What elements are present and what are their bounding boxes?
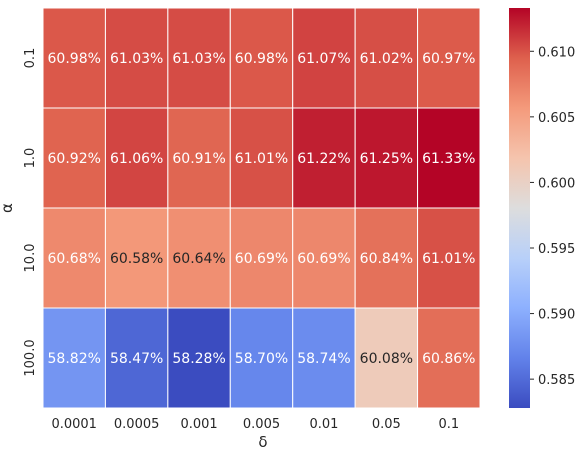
- heatmap-cell: [292, 7, 356, 109]
- heatmap-cell: [104, 7, 169, 109]
- cell-value-label: 60.58%: [110, 251, 163, 267]
- cell-value-label: 61.06%: [110, 151, 163, 167]
- cell-value-label: 60.98%: [235, 51, 288, 67]
- heatmap-cell: [229, 307, 294, 409]
- cell-value-label: 60.97%: [422, 51, 475, 67]
- colorbar-tick-label: 0.585: [538, 373, 575, 388]
- x-tick-labels: 0.0001 0.0005 0.001 0.005 0.01 0.05 0.1: [51, 417, 459, 432]
- cell-value-label: 58.82%: [48, 351, 101, 367]
- heatmap-cell: [417, 207, 481, 309]
- heatmap-cell: [42, 7, 106, 109]
- cell-value-label: 61.07%: [297, 51, 350, 67]
- cell-value-label: 60.68%: [48, 251, 101, 267]
- cell-value-label: 61.03%: [110, 51, 163, 67]
- colorbar-tick-label: 0.595: [538, 242, 575, 257]
- cell-value-label: 60.98%: [48, 51, 101, 67]
- heatmap-cell: [292, 107, 356, 209]
- cell-value-label: 60.91%: [172, 151, 225, 167]
- cell-value-label: 58.47%: [110, 351, 163, 367]
- heatmap-cell: [167, 207, 231, 309]
- heatmap-cell: [229, 7, 294, 109]
- cell-value-label: 61.25%: [360, 151, 413, 167]
- heatmap-cell: [417, 307, 481, 409]
- y-tick-label: 1.0: [23, 148, 38, 169]
- colorbar-tick-label: 0.590: [538, 308, 575, 323]
- cell-value-label: 61.33%: [422, 151, 475, 167]
- colorbar-tick-label: 0.610: [538, 45, 575, 60]
- cell-value-label: 60.84%: [360, 251, 413, 267]
- heatmap-cell: [229, 207, 294, 309]
- x-tick-label: 0.0005: [114, 417, 160, 432]
- heatmap-cell: [354, 307, 419, 409]
- cell-value-label: 58.70%: [235, 351, 288, 367]
- cell-value-label: 61.03%: [172, 51, 225, 67]
- x-tick-label: 0.001: [180, 417, 217, 432]
- cell-value-label: 60.86%: [422, 351, 475, 367]
- heatmap-cells: 60.98% 61.03% 61.03% 60.98% 61.07% 61.02% 60.9…: [42, 7, 481, 409]
- cell-value-label: 60.64%: [172, 251, 225, 267]
- heatmap-cell: [42, 107, 106, 209]
- colorbar-tick-label: 0.600: [538, 176, 575, 191]
- cell-value-label: 60.08%: [360, 351, 413, 367]
- cell-value-label: 60.69%: [235, 251, 288, 267]
- heatmap-cell: [104, 307, 169, 409]
- heatmap-cell: [417, 107, 481, 209]
- x-tick-label: 0.05: [372, 417, 401, 432]
- y-axis-label: α: [0, 203, 16, 213]
- y-tick-label: 0.1: [23, 48, 38, 69]
- heatmap-cell: [354, 107, 419, 209]
- x-tick-label: 0.005: [243, 417, 280, 432]
- cell-value-label: 61.22%: [297, 151, 350, 167]
- x-tick-label: 0.01: [309, 417, 338, 432]
- heatmap-cell: [167, 7, 231, 109]
- cell-value-label: 61.01%: [235, 151, 288, 167]
- colorbar: [509, 8, 530, 408]
- x-tick-label: 0.0001: [51, 417, 97, 432]
- x-axis-label: δ: [258, 433, 267, 451]
- cell-value-label: 58.74%: [297, 351, 350, 367]
- y-tick-label: 100.0: [23, 339, 38, 376]
- y-tick-labels: 0.1 1.0 10.0 100.0: [23, 48, 38, 377]
- y-tick-label: 10.0: [23, 244, 38, 273]
- heatmap-cell: [167, 107, 231, 209]
- heatmap-cell: [292, 207, 356, 309]
- colorbar-ticks: 0.585 0.590 0.595 0.600 0.605 0.610: [530, 45, 575, 388]
- heatmap-cell: [354, 207, 419, 309]
- cell-value-label: 60.69%: [297, 251, 350, 267]
- heatmap-cell: [354, 7, 419, 109]
- heatmap-cell: [42, 307, 106, 409]
- cell-value-label: 61.01%: [422, 251, 475, 267]
- cell-value-label: 58.28%: [172, 351, 225, 367]
- colorbar-tick-label: 0.605: [538, 111, 575, 126]
- x-tick-label: 0.1: [438, 417, 459, 432]
- cell-value-label: 61.02%: [360, 51, 413, 67]
- cell-value-label: 60.92%: [48, 151, 101, 167]
- heatmap-cell: [104, 207, 169, 309]
